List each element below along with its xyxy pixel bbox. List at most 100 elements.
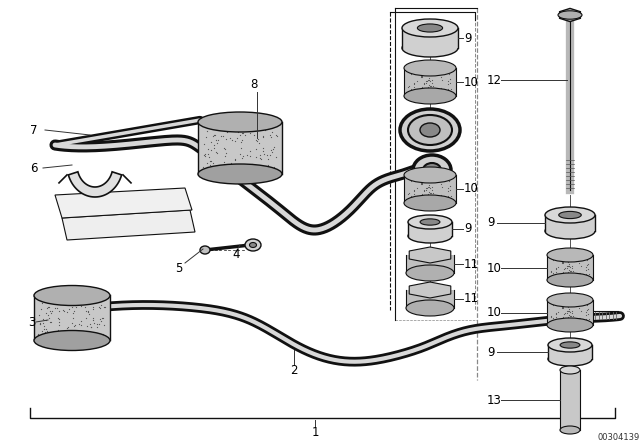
Point [57,330,67,337]
Point [417,197,428,204]
Point [36,306,46,313]
Point [558,319,568,327]
Text: 11: 11 [464,293,479,306]
Ellipse shape [404,195,456,211]
Point [258,144,268,151]
Point [70,321,80,328]
Point [443,185,453,192]
Point [255,152,265,159]
Point [86,295,97,302]
Point [76,302,86,309]
Point [211,136,221,143]
Point [443,81,453,88]
Point [423,184,433,191]
Point [67,309,77,316]
Polygon shape [62,210,195,240]
Point [54,319,64,326]
Point [421,79,431,86]
Point [41,309,51,316]
Point [221,136,231,143]
Point [419,80,429,87]
Bar [402,28,458,48]
Point [230,138,240,145]
Point [431,88,441,95]
Ellipse shape [547,273,593,287]
Ellipse shape [560,366,580,374]
Point [573,254,584,261]
Point [440,68,451,75]
Point [563,303,573,310]
Point [568,312,578,319]
Point [267,129,277,136]
Point [224,163,234,170]
Point [561,310,572,317]
Point [574,256,584,263]
Point [582,261,593,268]
Point [35,321,45,328]
Point [219,167,229,174]
Point [426,82,436,90]
Point [42,327,52,335]
Bar [34,296,110,340]
Point [204,157,214,164]
Polygon shape [559,9,580,22]
Point [266,133,276,140]
Bar [408,222,452,236]
Point [94,303,104,310]
Polygon shape [68,172,122,197]
Point [579,255,589,262]
Point [435,174,445,181]
Point [576,307,586,314]
Point [85,323,95,330]
Point [580,315,591,322]
Point [68,314,78,322]
Point [408,79,419,86]
Point [44,303,54,310]
Ellipse shape [408,215,452,229]
Ellipse shape [559,211,581,219]
Bar [404,175,456,203]
Point [545,314,556,321]
Point [566,271,576,278]
Point [423,191,433,198]
Point [252,137,262,144]
Point [580,270,591,277]
Point [548,315,558,322]
Point [582,265,593,272]
Point [582,302,592,309]
Text: 10: 10 [487,262,502,275]
Point [264,121,275,128]
Point [88,317,98,324]
Point [221,127,232,134]
Point [211,166,221,173]
Point [547,254,557,261]
Point [76,297,86,305]
Point [581,266,591,273]
Point [78,328,88,336]
Bar [406,290,454,308]
Point [424,81,434,88]
Point [37,300,47,307]
Point [228,167,238,174]
Point [412,185,422,192]
Point [45,332,55,340]
Point [55,301,65,308]
Point [560,299,570,306]
Point [573,315,583,323]
Point [269,144,279,151]
Polygon shape [55,188,192,218]
Point [438,89,449,96]
Text: 10: 10 [464,182,479,195]
Point [100,304,111,311]
Point [237,154,247,161]
Point [559,271,570,278]
Point [584,315,594,322]
Point [554,299,564,306]
Point [245,148,255,155]
Ellipse shape [406,300,454,316]
Point [564,307,574,314]
Point [51,297,61,305]
Ellipse shape [545,207,595,223]
Bar [406,255,454,273]
Point [249,132,259,139]
